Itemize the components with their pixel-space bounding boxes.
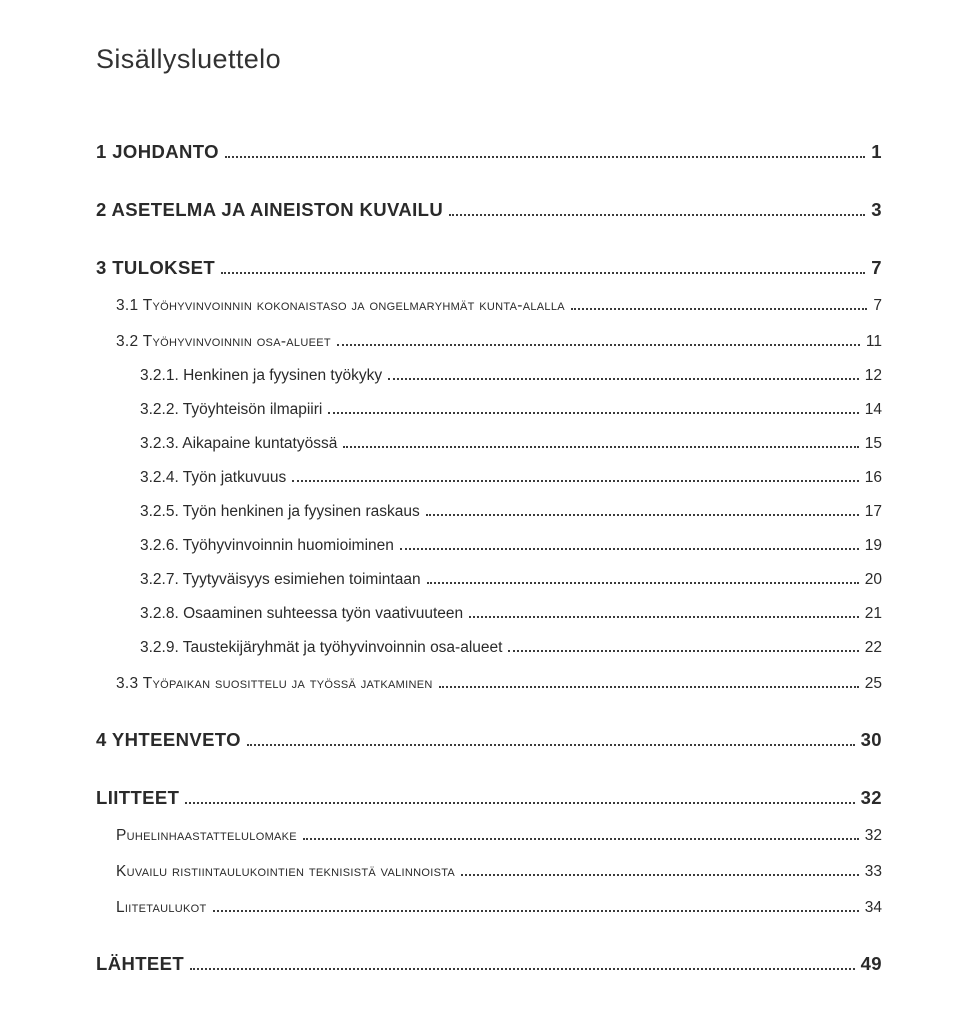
toc-entry-page: 1 — [871, 141, 882, 163]
toc-entry-page: 21 — [865, 605, 882, 623]
toc-entry-label: 3 TULOKSET — [96, 257, 215, 279]
toc-leader-dots — [328, 403, 858, 414]
toc-entry: Puhelinhaastattelulomake 32 — [116, 827, 882, 845]
toc-entry-label: 3.2.1. Henkinen ja fyysinen työkyky — [140, 367, 382, 385]
toc-leader-dots — [388, 369, 859, 380]
toc-entry: 3.2 Työhyvinvoinnin osa-alueet 11 — [116, 333, 882, 351]
toc-leader-dots — [292, 471, 859, 482]
toc-entry-page: 32 — [861, 787, 882, 809]
toc-entry-label: 3.1 Työhyvinvoinnin kokonaistaso ja onge… — [116, 297, 565, 315]
toc-leader-dots — [213, 901, 859, 912]
document-page: Sisällysluettelo 1 JOHDANTO 1 2 ASETELMA J… — [0, 0, 960, 1023]
toc-leader-dots — [508, 641, 858, 652]
toc-entry-page: 12 — [865, 367, 882, 385]
toc-entry-label: 3.3 Työpaikan suosittelu ja työssä jatka… — [116, 675, 433, 693]
toc-leader-dots — [343, 437, 858, 448]
toc-leader-dots — [469, 607, 859, 618]
toc-leader-dots — [225, 146, 865, 158]
toc-entry-page: 34 — [865, 899, 882, 917]
toc-entry-page: 3 — [871, 199, 882, 221]
toc-entry: 2 ASETELMA JA AINEISTON KUVAILU 3 — [96, 199, 882, 221]
toc-entry-label: 3.2.6. Työhyvinvoinnin huomioiminen — [140, 537, 394, 555]
toc-entry-page: 16 — [865, 469, 882, 487]
toc-entry-label: 1 JOHDANTO — [96, 141, 219, 163]
toc-leader-dots — [449, 204, 865, 216]
toc-leader-dots — [247, 734, 855, 746]
toc-leader-dots — [427, 573, 859, 584]
toc-entry-page: 25 — [865, 675, 882, 693]
toc-entry: 3.2.2. Työyhteisön ilmapiiri 14 — [140, 401, 882, 419]
toc-entry-label: 3.2.9. Taustekijäryhmät ja työhyvinvoinn… — [140, 639, 502, 657]
toc-entry-label: 2 ASETELMA JA AINEISTON KUVAILU — [96, 199, 443, 221]
toc-entry-label: Liitetaulukot — [116, 899, 207, 917]
toc-entry: 3.2.3. Aikapaine kuntatyössä 15 — [140, 435, 882, 453]
toc-leader-dots — [461, 865, 859, 876]
toc-leader-dots — [221, 262, 865, 274]
toc-entry: 3.1 Työhyvinvoinnin kokonaistaso ja onge… — [116, 297, 882, 315]
toc-entry: Kuvailu ristiintaulukointien teknisistä … — [116, 863, 882, 881]
toc-leader-dots — [439, 677, 859, 688]
toc-entry: 3.2.6. Työhyvinvoinnin huomioiminen 19 — [140, 537, 882, 555]
toc-entry: LÄHTEET 49 — [96, 953, 882, 975]
toc-leader-dots — [190, 958, 855, 970]
toc-entry-page: 15 — [865, 435, 882, 453]
table-of-contents: 1 JOHDANTO 1 2 ASETELMA JA AINEISTON KUVAI… — [96, 141, 882, 975]
toc-entry-label: 4 YHTEENVETO — [96, 729, 241, 751]
toc-entry: 3 TULOKSET 7 — [96, 257, 882, 279]
toc-entry-label: 3.2.4. Työn jatkuvuus — [140, 469, 286, 487]
toc-entry-label: 3.2.5. Työn henkinen ja fyysinen raskaus — [140, 503, 420, 521]
toc-entry-page: 30 — [861, 729, 882, 751]
toc-leader-dots — [303, 829, 859, 840]
toc-entry-page: 14 — [865, 401, 882, 419]
toc-entry-label: 3.2.3. Aikapaine kuntatyössä — [140, 435, 337, 453]
toc-entry-page: 22 — [865, 639, 882, 657]
toc-entry: LIITTEET 32 — [96, 787, 882, 809]
toc-entry: 3.2.1. Henkinen ja fyysinen työkyky 12 — [140, 367, 882, 385]
toc-entry: 3.2.5. Työn henkinen ja fyysinen raskaus… — [140, 503, 882, 521]
toc-entry-page: 20 — [865, 571, 882, 589]
toc-entry-label: 3.2.2. Työyhteisön ilmapiiri — [140, 401, 322, 419]
toc-entry-label: Puhelinhaastattelulomake — [116, 827, 297, 845]
toc-entry-label: 3.2 Työhyvinvoinnin osa-alueet — [116, 333, 331, 351]
toc-entry-label: Kuvailu ristiintaulukointien teknisistä … — [116, 863, 455, 881]
toc-entry-page: 7 — [871, 257, 882, 279]
toc-entry-page: 17 — [865, 503, 882, 521]
toc-entry: Liitetaulukot 34 — [116, 899, 882, 917]
toc-leader-dots — [426, 505, 859, 516]
toc-entry: 3.2.8. Osaaminen suhteessa työn vaativuu… — [140, 605, 882, 623]
toc-entry-label: LÄHTEET — [96, 953, 184, 975]
toc-entry-page: 32 — [865, 827, 882, 845]
toc-title: Sisällysluettelo — [96, 44, 882, 75]
toc-entry: 3.2.4. Työn jatkuvuus 16 — [140, 469, 882, 487]
toc-entry-label: 3.2.7. Tyytyväisyys esimiehen toimintaan — [140, 571, 421, 589]
toc-entry-page: 33 — [865, 863, 882, 881]
toc-entry-label: LIITTEET — [96, 787, 179, 809]
toc-leader-dots — [571, 299, 867, 310]
toc-entry-page: 11 — [866, 333, 882, 351]
toc-entry-page: 19 — [865, 537, 882, 555]
toc-entry: 4 YHTEENVETO 30 — [96, 729, 882, 751]
toc-entry: 3.2.7. Tyytyväisyys esimiehen toimintaan… — [140, 571, 882, 589]
toc-entry: 3.3 Työpaikan suosittelu ja työssä jatka… — [116, 675, 882, 693]
toc-entry: 3.2.9. Taustekijäryhmät ja työhyvinvoinn… — [140, 639, 882, 657]
toc-leader-dots — [337, 335, 860, 346]
toc-entry-label: 3.2.8. Osaaminen suhteessa työn vaativuu… — [140, 605, 463, 623]
toc-entry: 1 JOHDANTO 1 — [96, 141, 882, 163]
toc-leader-dots — [185, 792, 854, 804]
toc-leader-dots — [400, 539, 859, 550]
toc-entry-page: 49 — [861, 953, 882, 975]
toc-entry-page: 7 — [873, 297, 882, 315]
